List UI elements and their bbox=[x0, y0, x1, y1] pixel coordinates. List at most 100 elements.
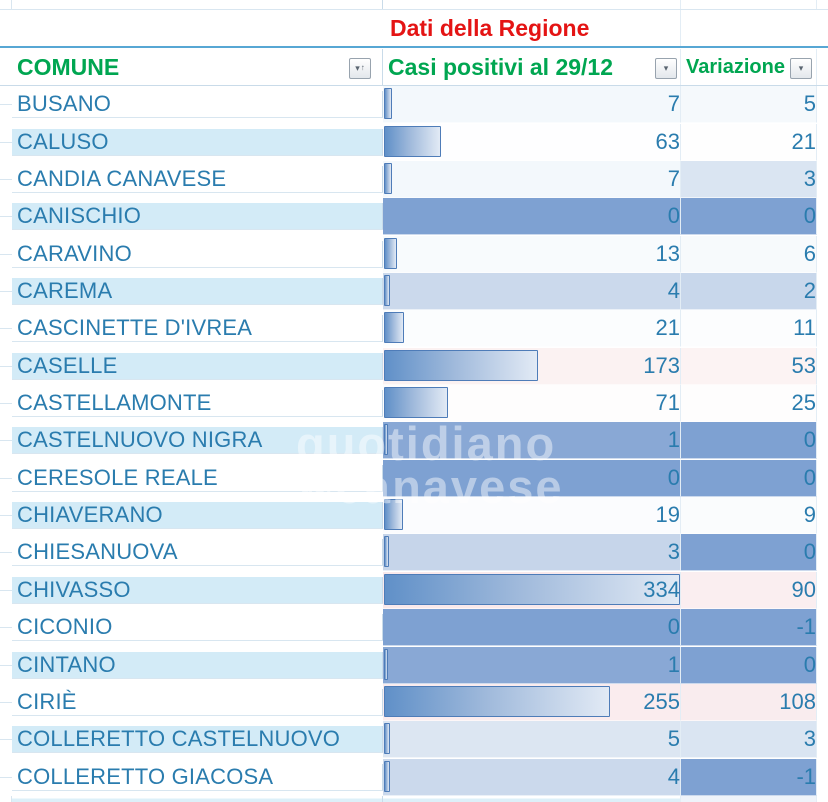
casi-cell: 334 bbox=[383, 571, 681, 609]
filter-dropdown-icon: ▾ bbox=[663, 62, 669, 73]
data-bar bbox=[384, 125, 441, 157]
variazione-value: 6 bbox=[803, 240, 816, 266]
bottom-partial-row bbox=[0, 795, 828, 802]
casi-value: 13 bbox=[655, 240, 680, 266]
data-bar bbox=[384, 573, 680, 605]
data-bar bbox=[384, 424, 388, 456]
data-bar bbox=[384, 237, 397, 269]
variazione-value: 5 bbox=[803, 91, 816, 117]
comune-label: CAREMA bbox=[17, 277, 113, 303]
comune-cell: CHIESANUOVA bbox=[12, 539, 383, 567]
data-bar bbox=[384, 723, 390, 755]
table-row: CHIAVERANO 19 9 bbox=[0, 497, 828, 535]
table-row: BUSANO 7 5 bbox=[0, 86, 828, 124]
comune-label: CASCINETTE D'IVREA bbox=[17, 315, 253, 341]
comune-label: CARAVINO bbox=[17, 240, 132, 266]
casi-cell: 0 bbox=[383, 198, 681, 236]
casi-cell: 13 bbox=[383, 235, 681, 273]
comune-label: CHIVASSO bbox=[17, 576, 131, 602]
casi-value: 4 bbox=[667, 277, 680, 303]
comune-cell: CHIVASSO bbox=[12, 576, 383, 604]
header-variazione: Variazione ▾ bbox=[681, 48, 817, 85]
comune-header-label: COMUNE bbox=[17, 53, 120, 80]
variazione-value: 0 bbox=[803, 539, 816, 565]
sort-ascending-icon: ↑ bbox=[360, 63, 365, 72]
comune-cell: CINTANO bbox=[12, 651, 383, 679]
table-row: CASTELLAMONTE 71 25 bbox=[0, 385, 828, 423]
comune-label: CINTANO bbox=[17, 651, 116, 677]
header-comune: COMUNE ▾ ↑ bbox=[12, 48, 383, 85]
table-row: CIRIÈ 255 108 bbox=[0, 683, 828, 721]
variazione-value: 25 bbox=[791, 390, 816, 416]
variazione-value: 21 bbox=[791, 128, 816, 154]
table-row: CARAVINO 13 6 bbox=[0, 235, 828, 273]
casi-filter-button[interactable]: ▾ bbox=[655, 57, 677, 79]
variazione-value: 9 bbox=[803, 502, 816, 528]
variazione-value: 90 bbox=[791, 576, 816, 602]
variazione-value: 0 bbox=[803, 464, 816, 490]
casi-cell: 173 bbox=[383, 347, 681, 385]
variazione-value: 3 bbox=[803, 726, 816, 752]
variazione-cell: 0 bbox=[681, 198, 817, 236]
variazione-cell: 25 bbox=[681, 385, 817, 423]
casi-cell: 1 bbox=[383, 646, 681, 684]
banner-title: Dati della Regione bbox=[390, 15, 590, 41]
variazione-cell: 9 bbox=[681, 497, 817, 535]
variazione-cell: 0 bbox=[681, 422, 817, 460]
comune-cell: CASTELLAMONTE bbox=[12, 390, 383, 418]
comune-cell: CIRIÈ bbox=[12, 688, 383, 716]
casi-cell: 7 bbox=[383, 86, 681, 124]
rows: BUSANO 7 5 CALUSO 63 21 CANDIA CANAVESE bbox=[0, 86, 828, 796]
data-bar bbox=[384, 685, 610, 717]
variazione-cell: -1 bbox=[681, 609, 817, 647]
casi-value: 7 bbox=[667, 91, 680, 117]
variazione-value: -1 bbox=[796, 763, 816, 789]
banner-row: Dati della Regione bbox=[0, 10, 828, 48]
comune-cell: CICONIO bbox=[12, 614, 383, 642]
data-bar bbox=[384, 349, 538, 381]
table-row: CHIESANUOVA 3 0 bbox=[0, 534, 828, 572]
data-bar bbox=[384, 312, 404, 344]
column-header-row: COMUNE ▾ ↑ Casi positivi al 29/12 ▾ Varia… bbox=[0, 48, 828, 86]
data-bar bbox=[384, 648, 388, 680]
casi-cell: 5 bbox=[383, 721, 681, 759]
variazione-cell: 6 bbox=[681, 235, 817, 273]
comune-cell: CERESOLE REALE bbox=[12, 464, 383, 492]
comune-sort-filter-button[interactable]: ▾ ↑ bbox=[349, 57, 371, 79]
variazione-value: 2 bbox=[803, 277, 816, 303]
comune-cell: COLLERETTO GIACOSA bbox=[12, 763, 383, 791]
variazione-cell: 0 bbox=[681, 534, 817, 572]
comune-label: CIRIÈ bbox=[17, 688, 77, 714]
table-row: CALUSO 63 21 bbox=[0, 123, 828, 161]
variazione-value: -1 bbox=[796, 614, 816, 640]
casi-value: 71 bbox=[655, 390, 680, 416]
variazione-filter-button[interactable]: ▾ bbox=[790, 57, 812, 79]
table-row: CASTELNUOVO NIGRA 1 0 bbox=[0, 422, 828, 460]
comune-cell: CAREMA bbox=[12, 277, 383, 305]
casi-value: 173 bbox=[643, 352, 680, 378]
data-bar bbox=[384, 499, 403, 531]
casi-value: 3 bbox=[667, 539, 680, 565]
table-row: CAREMA 4 2 bbox=[0, 272, 828, 310]
comune-label: COLLERETTO CASTELNUOVO bbox=[17, 726, 341, 752]
variazione-cell: 3 bbox=[681, 160, 817, 198]
casi-cell: 7 bbox=[383, 160, 681, 198]
comune-label: CERESOLE REALE bbox=[17, 464, 218, 490]
variazione-value: 53 bbox=[791, 352, 816, 378]
casi-cell: 19 bbox=[383, 497, 681, 535]
casi-value: 255 bbox=[643, 688, 680, 714]
data-bar bbox=[384, 536, 389, 568]
comune-label: CALUSO bbox=[17, 128, 109, 154]
variazione-value: 0 bbox=[803, 651, 816, 677]
table-row: CHIVASSO 334 90 bbox=[0, 571, 828, 609]
data-bar bbox=[384, 88, 392, 120]
casi-value: 7 bbox=[667, 165, 680, 191]
casi-cell: 1 bbox=[383, 422, 681, 460]
variazione-cell: 108 bbox=[681, 683, 817, 721]
casi-value: 5 bbox=[667, 726, 680, 752]
variazione-cell: 3 bbox=[681, 721, 817, 759]
table-row: CASELLE 173 53 bbox=[0, 347, 828, 385]
data-bar bbox=[384, 162, 392, 194]
table-row: CANISCHIO 0 0 bbox=[0, 198, 828, 236]
